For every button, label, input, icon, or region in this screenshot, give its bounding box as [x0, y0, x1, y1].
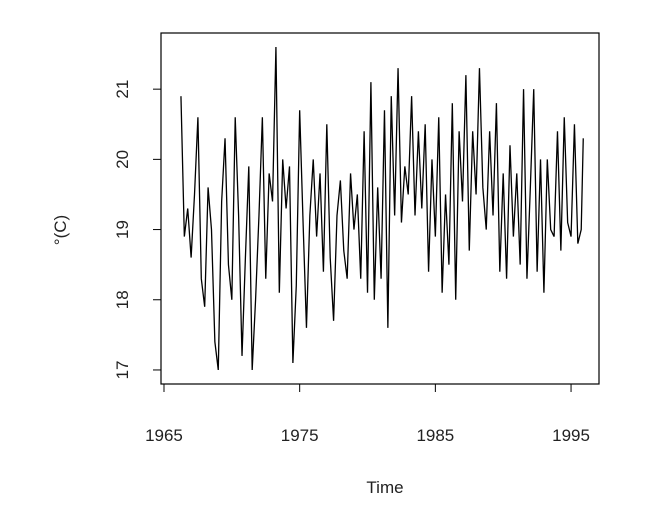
y-tick-label: 20: [113, 150, 132, 169]
x-tick-label: 1965: [145, 426, 183, 445]
y-tick-label: 17: [113, 360, 132, 379]
x-tick-label: 1975: [281, 426, 319, 445]
series-line: [180, 47, 584, 371]
x-tick-label: 1985: [416, 426, 454, 445]
y-tick-label: 19: [113, 220, 132, 239]
y-tick-label: 18: [113, 290, 132, 309]
y-axis-label: °(C): [51, 215, 70, 245]
y-tick-label: 21: [113, 80, 132, 99]
x-tick-label: 1995: [552, 426, 590, 445]
x-axis-label: Time: [366, 478, 403, 497]
